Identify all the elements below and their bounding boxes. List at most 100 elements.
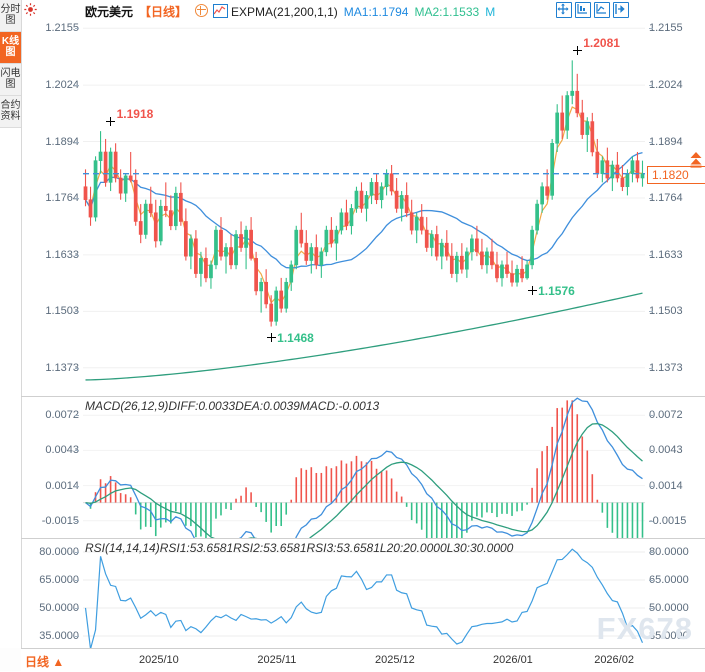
chart-scale-icon[interactable] xyxy=(594,2,610,18)
chart-export-icon[interactable] xyxy=(613,2,629,18)
period-toggle[interactable]: 日线 ▲ xyxy=(25,655,65,669)
low-price-annotation: 1.1576 xyxy=(538,283,575,298)
axis-tick-mark xyxy=(649,520,653,522)
axis-tick-label: 0.0014 xyxy=(45,479,79,492)
axis-tick-label: 50.0000 xyxy=(649,601,689,614)
axis-tick-mark xyxy=(649,607,653,609)
sidebar-item-label: 闪电图 xyxy=(0,68,21,90)
rsi-panel: RSI(14,14,14)RSI1:53.6581RSI2:53.6581RSI… xyxy=(21,538,705,649)
axis-tick-mark xyxy=(75,520,79,522)
axis-tick-mark xyxy=(75,367,79,369)
rsi1-label: RSI1:53.6581 xyxy=(159,541,234,555)
axis-tick-label: 0.0014 xyxy=(649,479,683,492)
price-axis-left: 1.2155 1.2024 1.1894 1.1764 1.1633 1.1503 1.13… xyxy=(21,0,83,396)
axis-tick-mark xyxy=(75,85,79,87)
macd-value: MACD:-0.0013 xyxy=(299,399,380,413)
axis-tick-label: 1.2155 xyxy=(45,22,79,35)
axis-tick-label: 1.1373 xyxy=(649,361,683,374)
date-axis-label: 2025/10 xyxy=(138,654,179,666)
axis-tick-mark xyxy=(75,415,79,417)
axis-tick-label: 1.1894 xyxy=(649,135,683,148)
price-axis-right: 1.2155 1.2024 1.1894 1.1764 1.1633 1.1503 1.13… xyxy=(645,0,705,396)
chart-frame: 欧元美元 【日线】 EXPMA(21,200,1,1) MA1:1.1794 MA2:… xyxy=(21,0,705,672)
axis-tick-mark xyxy=(649,415,653,417)
axis-tick-mark xyxy=(649,311,653,313)
rsi2-label: RSI2:53.6581 xyxy=(233,541,307,555)
axis-tick-label: 1.1764 xyxy=(649,192,683,204)
macd-axis-right: 0.0072 0.0043 0.0014 -0.0015 xyxy=(645,397,705,539)
axis-tick-label: 0.0043 xyxy=(45,444,79,457)
price-panel: 欧元美元 【日线】 EXPMA(21,200,1,1) MA1:1.1794 MA2:… xyxy=(21,0,705,396)
axis-tick-label: 1.1633 xyxy=(45,248,79,261)
macd-diff: DIFF:0.0033 xyxy=(168,399,236,413)
date-axis-label: 2026/02 xyxy=(594,654,634,666)
axis-tick-mark xyxy=(75,311,79,313)
axis-tick-label: 0.0043 xyxy=(649,444,683,457)
axis-tick-label: 0.0072 xyxy=(45,409,79,422)
left-tab-rail: 分时图 K线图 闪电图 合约资料 xyxy=(0,0,22,671)
low-marker-icon xyxy=(266,332,276,342)
period-label: 【日线】 xyxy=(139,5,188,19)
low-price-annotation: 1.1468 xyxy=(277,330,314,345)
ma2-label: MA2:1.1533 xyxy=(414,5,480,19)
sidebar-item-label: 分时图 xyxy=(0,4,21,26)
axis-tick-label: 1.1764 xyxy=(45,192,79,204)
ma1-label: MA1:1.1794 xyxy=(343,5,409,19)
sidebar-item-contract[interactable]: 合约资料 xyxy=(0,96,21,128)
rsi-axis-right: 80.0000 65.0000 50.0000 35.0000 xyxy=(645,539,705,649)
axis-tick-mark xyxy=(75,485,79,487)
low-marker-icon xyxy=(527,285,537,295)
sidebar-item-kline[interactable]: K线图 xyxy=(0,32,21,64)
axis-tick-label: 80.0000 xyxy=(39,546,79,559)
axis-tick-mark xyxy=(649,254,653,256)
add-indicator-icon[interactable] xyxy=(195,4,209,17)
date-axis: 日线 ▲ 2025/10 2025/11 2025/12 2026/01 2026/02 xyxy=(21,648,705,672)
macd-title: MACD(26,12,9) xyxy=(85,399,169,413)
price-up-arrow-icon xyxy=(689,151,703,171)
crosshair-icon[interactable] xyxy=(556,2,572,18)
indicator-chart-icon[interactable] xyxy=(213,4,229,18)
macd-axis-left: 0.0072 0.0043 0.0014 -0.0015 xyxy=(21,397,83,539)
axis-tick-mark xyxy=(649,485,653,487)
axis-tick-label: 65.0000 xyxy=(39,574,79,587)
settings-sun-icon[interactable] xyxy=(24,3,37,16)
rail-filler xyxy=(0,128,21,648)
rsi-plot[interactable] xyxy=(83,539,645,649)
rsi-title: RSI(14,14,14) xyxy=(85,541,160,555)
axis-tick-mark xyxy=(75,254,79,256)
axis-tick-mark xyxy=(649,28,653,30)
date-axis-label: 2026/01 xyxy=(493,654,533,666)
axis-tick-label: 0.0072 xyxy=(649,409,683,422)
axis-tick-label: 1.2024 xyxy=(649,79,683,92)
axis-tick-label: 80.0000 xyxy=(649,546,689,559)
chart-layout-icon[interactable] xyxy=(575,2,591,18)
date-axis-label: 2025/12 xyxy=(375,654,415,666)
sidebar-item-flash[interactable]: 闪电图 xyxy=(0,64,21,96)
axis-tick-label: -0.0015 xyxy=(41,514,79,527)
high-marker-icon xyxy=(106,117,116,127)
rsi3-label: RSI3:53.6581 xyxy=(306,541,380,555)
macd-plot[interactable] xyxy=(83,397,645,539)
high-marker-icon xyxy=(572,46,582,56)
symbol-label: 欧元美元 xyxy=(85,5,134,19)
rsi-legend: RSI(14,14,14)RSI1:53.6581RSI2:53.6581RSI… xyxy=(85,541,513,555)
axis-tick-label: 1.1503 xyxy=(649,305,683,318)
expma-label: EXPMA(21,200,1,1) xyxy=(231,5,338,19)
axis-tick-mark xyxy=(649,635,653,637)
axis-tick-label: 1.1503 xyxy=(45,305,79,318)
price-panel-legend: 欧元美元 【日线】 EXPMA(21,200,1,1) MA1:1.1794 MA2:… xyxy=(85,3,501,20)
axis-tick-mark xyxy=(649,450,653,452)
sidebar-item-timeshare[interactable]: 分时图 xyxy=(0,0,21,32)
high-price-annotation: 1.2081 xyxy=(583,36,620,51)
axis-tick-label: 50.0000 xyxy=(39,601,79,614)
current-price-tag: 1.1820 xyxy=(647,165,705,184)
macd-panel: MACD(26,12,9)DIFF:0.0033DEA:0.0039MACD:-… xyxy=(21,396,705,539)
axis-tick-mark xyxy=(75,450,79,452)
m-label: M xyxy=(485,5,496,19)
axis-tick-label: 65.0000 xyxy=(649,574,689,587)
axis-tick-mark xyxy=(75,580,79,582)
axis-tick-label: -0.0015 xyxy=(649,514,687,527)
axis-tick-label: 1.1633 xyxy=(649,248,683,261)
price-plot[interactable] xyxy=(83,0,645,396)
axis-tick-mark xyxy=(649,85,653,87)
